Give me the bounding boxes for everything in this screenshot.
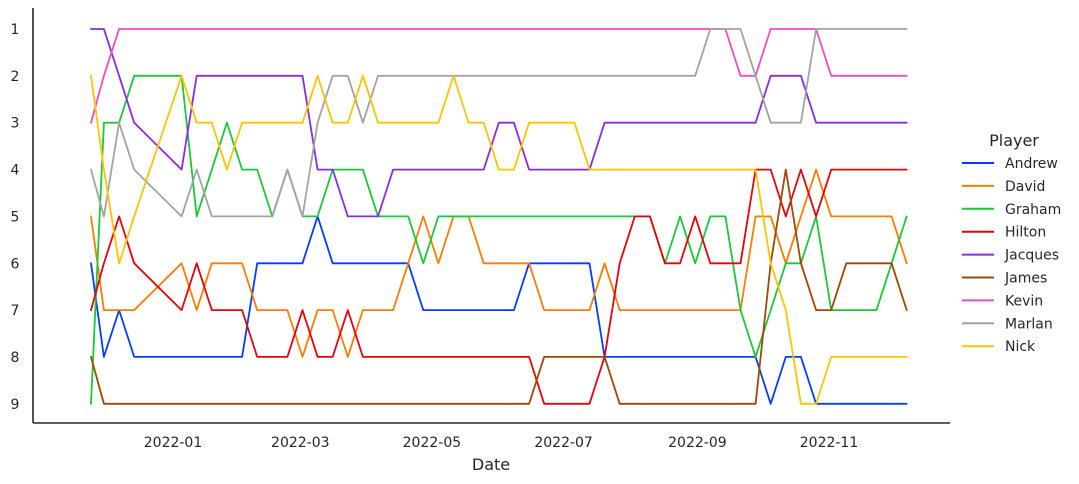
x-tick-label: 2022-07 [534, 435, 593, 451]
legend-item-hilton: Hilton [962, 225, 1046, 241]
series-line-david [90, 168, 908, 358]
legend-label: Hilton [1005, 225, 1046, 241]
x-tick-labels: 2022-01 2022-03 2022-05 2022-07 2022-09 2022-… [144, 435, 859, 451]
y-tick-label: 1 [11, 22, 20, 38]
legend-label: Jacques [1004, 248, 1059, 264]
legend-label: David [1005, 179, 1045, 195]
y-tick-label: 3 [11, 116, 20, 132]
y-tick-label: 9 [11, 397, 20, 413]
axes [32, 8, 950, 424]
legend-label: Andrew [1005, 156, 1058, 172]
x-axis-title: Date [472, 455, 510, 474]
y-tick-label: 7 [11, 303, 20, 319]
series-line-graham [90, 74, 908, 405]
y-tick-label: 6 [11, 256, 20, 272]
legend-item-david: David [962, 179, 1045, 195]
x-tick-label: 2022-03 [271, 435, 330, 451]
x-tick-label: 2022-05 [403, 435, 462, 451]
y-tick-label: 8 [11, 350, 20, 366]
x-tick-label: 2022-01 [144, 435, 203, 451]
y-tick-label: 5 [11, 209, 20, 225]
series-line-hilton [90, 168, 908, 405]
legend-item-kevin: Kevin [962, 293, 1043, 309]
x-tick-label: 2022-09 [668, 435, 727, 451]
series-line-kevin [90, 28, 908, 124]
legend-title: Player [989, 131, 1039, 150]
y-tick-label: 2 [11, 69, 20, 85]
series-line-marlan [90, 28, 908, 218]
legend-label: Graham [1005, 202, 1061, 218]
y-tick-labels: 1 2 3 4 5 6 7 8 9 [11, 22, 20, 413]
legend: Player Andrew David Graham Hilton Jacques Jam… [962, 131, 1061, 355]
x-tick-label: 2022-11 [800, 435, 859, 451]
legend-item-marlan: Marlan [962, 316, 1053, 332]
legend-label: Kevin [1005, 293, 1043, 309]
legend-item-jacques: Jacques [962, 248, 1059, 264]
legend-item-james: James [962, 271, 1047, 287]
legend-label: Marlan [1005, 316, 1053, 332]
legend-item-nick: Nick [962, 339, 1036, 355]
legend-item-andrew: Andrew [962, 156, 1058, 172]
legend-label: James [1004, 271, 1047, 287]
legend-item-graham: Graham [962, 202, 1061, 218]
series-line-jacques [90, 28, 908, 218]
series-line-nick [90, 74, 908, 405]
legend-label: Nick [1005, 339, 1036, 355]
series-line-james [90, 168, 908, 405]
y-tick-label: 4 [11, 163, 20, 179]
series-layer [90, 28, 908, 405]
